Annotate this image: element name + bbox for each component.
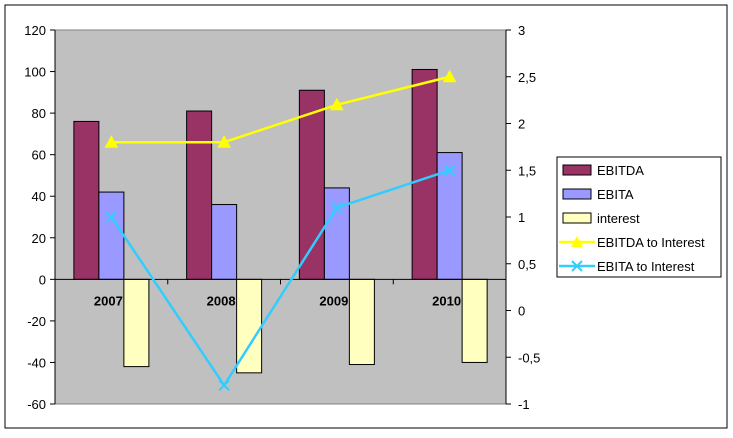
bar-interest-2007 [123, 278, 150, 368]
y-left-tick-label-20: -20 [27, 314, 46, 329]
bar-layer [73, 68, 488, 374]
legend-swatch-ebitda [562, 164, 592, 176]
bar-ebita-2009 [323, 187, 350, 280]
legend-swatch-interest [562, 212, 592, 224]
legend-label-ebita-to-interest: EBITA to Interest [597, 259, 695, 274]
y-left-tick-label-0: 0 [39, 272, 46, 287]
point-ebitda-to-interest-2010 [442, 69, 457, 83]
bar-ebitda-2008 [186, 110, 213, 280]
bar-interest-2010 [461, 278, 488, 363]
point-ebita-to-interest-2009 [331, 201, 343, 214]
y-left-tick-label-80: 80 [32, 106, 46, 121]
line-ebita-to-interest [110, 169, 451, 388]
y-left-tick-label-60: -60 [27, 397, 46, 412]
y-left-tick-label-20: 20 [32, 231, 46, 246]
bar-ebitda-2007 [73, 120, 100, 280]
y-right-tick-label-0-5: 0,5 [518, 257, 536, 272]
y-left-tick-label-40: 40 [32, 189, 46, 204]
y-left-tick-label-60: 60 [32, 148, 46, 163]
legend-label-ebitda-to-interest: EBITDA to Interest [597, 235, 705, 250]
y-right-tick-label-1-5: 1,5 [518, 163, 536, 178]
y-right-tick-label-2: 2 [518, 117, 525, 132]
y-left-tick-label-100: 100 [24, 65, 46, 80]
line-ebitda-to-interest [111, 75, 450, 144]
point-ebitda-to-interest-2009 [330, 97, 344, 111]
y-right-tick-label-1: -1 [518, 397, 530, 412]
y-left-tick-label-40: -40 [27, 355, 46, 370]
y-right-tick-label-0-5: -0,5 [518, 350, 540, 365]
y-right-tick-label-2-5: 2,5 [518, 70, 536, 85]
bar-ebita-2008 [211, 204, 238, 280]
legend-swatch-ebita [562, 188, 592, 200]
legend-label-ebita: EBITA [597, 187, 634, 202]
y-right-tick-label-3: 3 [518, 23, 525, 38]
x-tick-label-2007: 2007 [94, 293, 123, 308]
bar-ebita-2007 [98, 191, 125, 280]
y-right-tick-label-0: 0 [518, 304, 525, 319]
legend-label-interest: interest [597, 211, 640, 226]
y-right-tick-label-1: 1 [518, 210, 525, 225]
bar-interest-2009 [348, 278, 375, 366]
legend-label-ebitda: EBITDA [597, 163, 644, 178]
bar-ebitda-2010 [411, 68, 438, 280]
legend-marker-ebita-to-interest [571, 260, 583, 272]
x-tick-label-2010: 2010 [432, 293, 461, 308]
point-ebita-to-interest-2007 [105, 211, 118, 223]
x-tick-label-2009: 2009 [319, 293, 348, 308]
point-ebitda-to-interest-2008 [217, 135, 231, 148]
legend: EBITDA EBITA interest EBITDA to Interest EBI… [556, 156, 722, 278]
legend-marker-ebitda-to-interest [571, 236, 583, 247]
axes: -60 -40 -20 0 20 40 60 80 100 120 -1 -0,5 0 0,5 1 1,5 2 2… [24, 23, 540, 412]
point-ebita-to-interest-2010 [443, 164, 456, 176]
point-ebitda-to-interest-2007 [104, 135, 119, 148]
y-left-tick-label-120: 120 [24, 23, 46, 38]
point-ebita-to-interest-2008 [218, 379, 230, 392]
x-tick-label-2008: 2008 [207, 293, 236, 308]
bar-ebitda-2009 [298, 89, 325, 280]
line-layer [104, 69, 457, 392]
